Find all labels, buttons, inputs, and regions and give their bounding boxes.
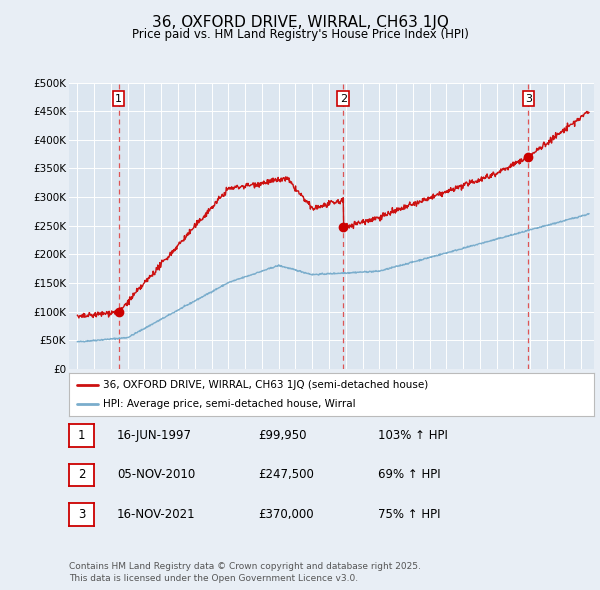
Text: 2: 2 xyxy=(78,468,85,481)
Text: 36, OXFORD DRIVE, WIRRAL, CH63 1JQ: 36, OXFORD DRIVE, WIRRAL, CH63 1JQ xyxy=(152,15,448,30)
Text: £247,500: £247,500 xyxy=(258,468,314,481)
Text: 1: 1 xyxy=(78,429,85,442)
Text: Contains HM Land Registry data © Crown copyright and database right 2025.
This d: Contains HM Land Registry data © Crown c… xyxy=(69,562,421,583)
Text: 3: 3 xyxy=(525,94,532,104)
Text: 103% ↑ HPI: 103% ↑ HPI xyxy=(378,429,448,442)
Text: 75% ↑ HPI: 75% ↑ HPI xyxy=(378,508,440,521)
Text: 69% ↑ HPI: 69% ↑ HPI xyxy=(378,468,440,481)
Text: 2: 2 xyxy=(340,94,347,104)
Text: HPI: Average price, semi-detached house, Wirral: HPI: Average price, semi-detached house,… xyxy=(103,399,356,409)
Text: Price paid vs. HM Land Registry's House Price Index (HPI): Price paid vs. HM Land Registry's House … xyxy=(131,28,469,41)
Text: 05-NOV-2010: 05-NOV-2010 xyxy=(117,468,195,481)
Text: £370,000: £370,000 xyxy=(258,508,314,521)
Text: 1: 1 xyxy=(115,94,122,104)
Text: 3: 3 xyxy=(78,508,85,521)
Text: 16-JUN-1997: 16-JUN-1997 xyxy=(117,429,192,442)
Text: 16-NOV-2021: 16-NOV-2021 xyxy=(117,508,196,521)
Text: 36, OXFORD DRIVE, WIRRAL, CH63 1JQ (semi-detached house): 36, OXFORD DRIVE, WIRRAL, CH63 1JQ (semi… xyxy=(103,380,428,390)
Text: £99,950: £99,950 xyxy=(258,429,307,442)
